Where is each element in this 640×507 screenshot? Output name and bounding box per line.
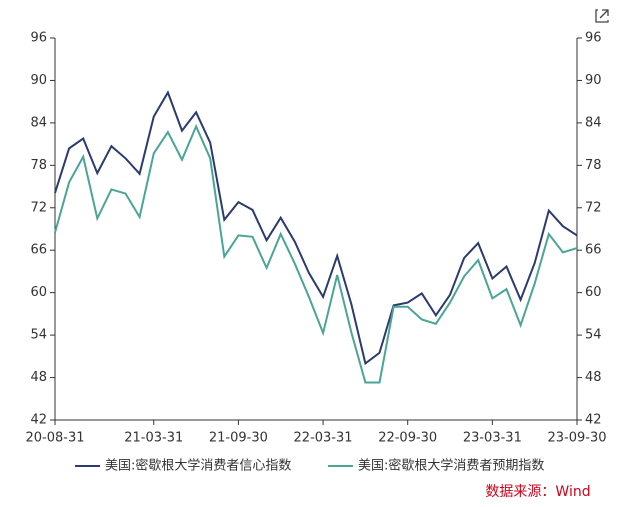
- y-tick-label: 72: [30, 200, 47, 215]
- y2-tick-label: 84: [585, 115, 602, 130]
- y2-tick-label: 72: [585, 200, 602, 215]
- y-tick-label: 96: [30, 31, 47, 46]
- source-note: 数据来源：Wind: [485, 484, 590, 500]
- x-tick-label: 22-09-30: [378, 431, 437, 446]
- x-tick-label: 20-08-31: [25, 431, 84, 446]
- y-tick-label: 54: [30, 328, 47, 343]
- y2-tick-label: 96: [585, 31, 602, 46]
- y2-tick-label: 90: [585, 73, 602, 88]
- y2-tick-label: 66: [585, 243, 602, 258]
- x-tick-label: 22-03-31: [294, 431, 353, 446]
- x-tick-label: 21-09-30: [209, 431, 268, 446]
- legend-label: 美国:密歇根大学消费者预期指数: [358, 458, 544, 474]
- x-tick-label: 23-03-31: [463, 431, 522, 446]
- legend-label: 美国:密歇根大学消费者信心指数: [105, 458, 291, 474]
- x-tick-label: 21-03-31: [124, 431, 183, 446]
- expand-icon[interactable]: [595, 9, 609, 23]
- y-tick-label: 84: [30, 115, 47, 130]
- y-tick-label: 42: [30, 413, 47, 428]
- y2-tick-label: 78: [585, 158, 602, 173]
- y2-tick-label: 42: [585, 413, 602, 428]
- x-tick-label: 23-09-30: [547, 431, 606, 446]
- y2-tick-label: 54: [585, 328, 602, 343]
- y-tick-label: 60: [30, 285, 47, 300]
- y-tick-label: 90: [30, 73, 47, 88]
- y2-tick-label: 48: [585, 370, 602, 385]
- y-tick-label: 48: [30, 370, 47, 385]
- y-tick-label: 66: [30, 243, 47, 258]
- series-line: [54, 90, 578, 366]
- y2-tick-label: 60: [585, 285, 602, 300]
- y-tick-label: 78: [30, 158, 47, 173]
- series-line: [54, 123, 578, 384]
